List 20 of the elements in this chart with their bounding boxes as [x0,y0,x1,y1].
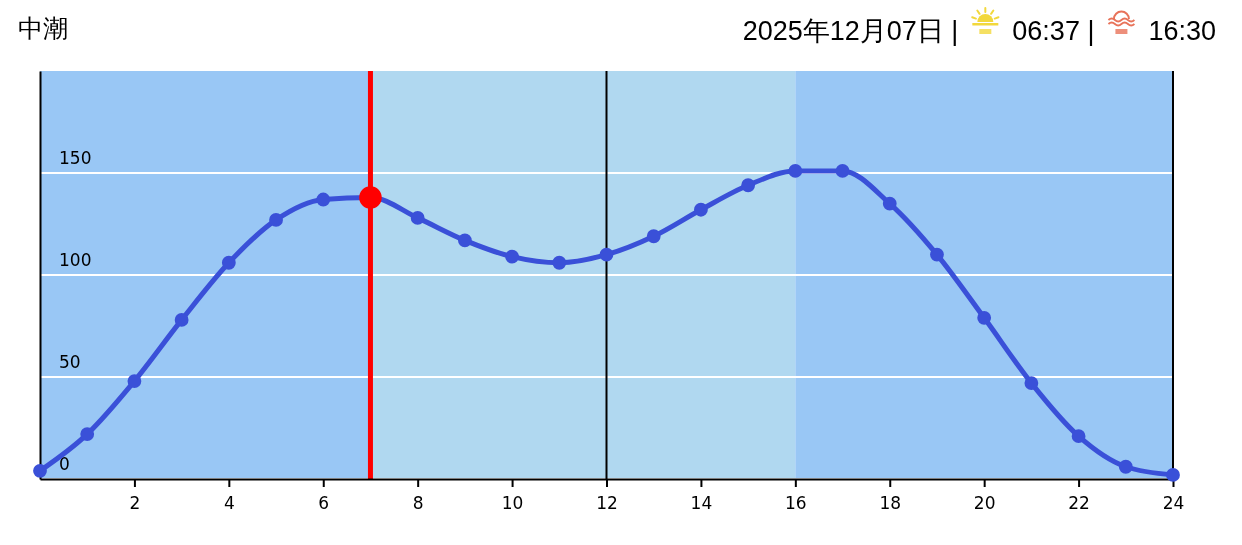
y-tick-label: 0 [59,454,70,475]
y-tick-label: 150 [59,148,92,169]
text: 06:37 | [1012,16,1095,46]
x-tick-label: 4 [223,493,235,514]
x-tick-label: 6 [318,493,330,514]
chart-title: 中潮 [18,14,68,42]
y-tick-label: 50 [59,352,81,373]
x-tick-label: 2 [129,493,141,514]
x-tick-label: 12 [596,493,618,514]
x-tick-label: 20 [973,493,996,514]
x-tick-label: 8 [412,493,424,514]
x-tick-label: 16 [785,493,807,514]
x-tick-label: 22 [1068,493,1090,514]
text: 2025年12月07日 | [742,16,959,46]
x-tick-label: 18 [879,493,902,514]
x-tick-label: 14 [690,493,713,514]
x-tick-label: 10 [501,493,524,514]
x-tick-label: 24 [1162,493,1185,514]
y-tick-label: 100 [59,250,92,271]
text: 16:30 [1148,16,1216,46]
